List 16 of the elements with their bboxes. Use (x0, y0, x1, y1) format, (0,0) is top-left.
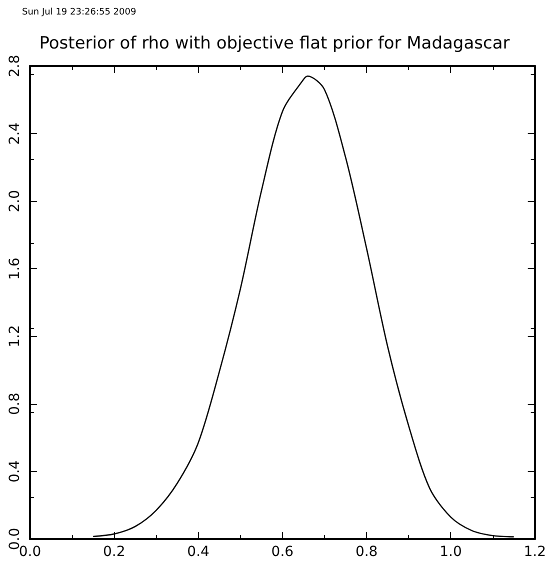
x-tick-label: 0.4 (187, 544, 210, 560)
x-tick-label: 0.6 (271, 544, 294, 560)
y-tick-label: 2.8 (7, 54, 23, 78)
x-tick-label: 1.0 (440, 544, 462, 560)
y-tick-label: 0.4 (7, 460, 23, 483)
y-tick-label: 2.0 (7, 190, 23, 212)
chart-title: Posterior of rho with objective flat prior for Madagascar (39, 34, 510, 54)
y-tick-label: 0.8 (7, 392, 23, 415)
x-tick-label: 0.2 (103, 544, 126, 560)
text: Sun Jul 19 23:26:55 2009 (22, 8, 136, 18)
x-tick-label: 0.0 (18, 544, 42, 560)
x-tick-label: 0.8 (355, 544, 378, 560)
y-tick-label: 2.4 (7, 122, 23, 145)
y-tick-label: 1.2 (7, 325, 23, 348)
y-tick-label: 1.6 (7, 257, 23, 280)
x-tick-label: 1.2 (524, 544, 546, 560)
